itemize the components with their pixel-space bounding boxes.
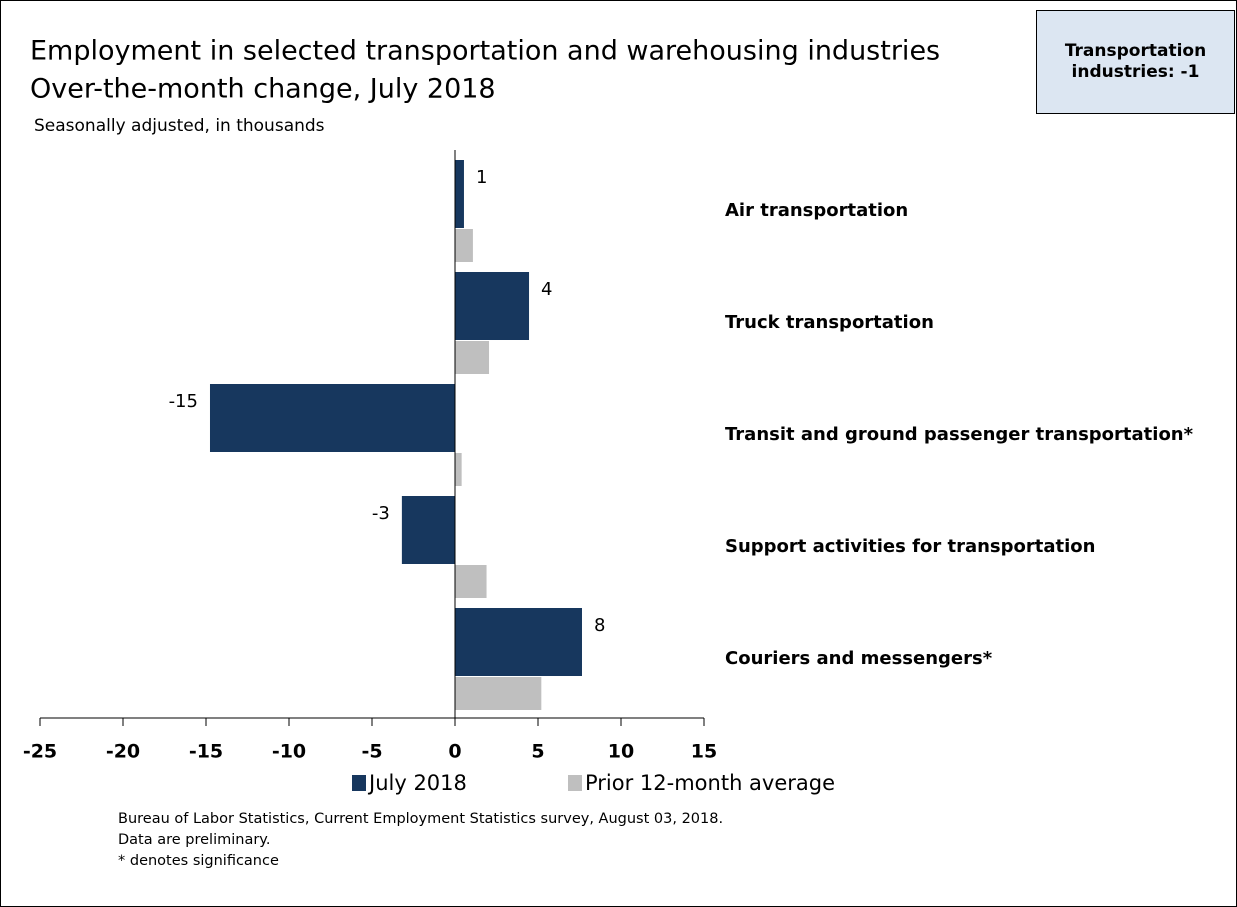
data-label: 8 — [594, 615, 605, 636]
legend-swatch — [568, 775, 582, 791]
bar — [209, 384, 455, 452]
bar — [455, 677, 542, 710]
chart-title: Employment in selected transportation an… — [30, 36, 940, 67]
bar — [455, 272, 530, 340]
data-label: 1 — [476, 167, 487, 188]
source-note: Data are preliminary. — [118, 832, 270, 848]
legend-swatch — [352, 775, 366, 791]
annotation-box: Transportation industries: -1 — [1036, 10, 1235, 114]
x-tick-label: 5 — [531, 741, 544, 763]
x-tick-label: -10 — [272, 741, 306, 763]
legend-label: July 2018 — [367, 771, 467, 795]
x-tick-label: -15 — [189, 741, 223, 763]
x-tick-label: 15 — [691, 741, 717, 763]
bar — [401, 496, 455, 564]
x-tick-label: -25 — [23, 741, 57, 763]
bar — [455, 453, 462, 486]
chart-note: Seasonally adjusted, in thousands — [34, 116, 325, 136]
data-label: 4 — [541, 279, 552, 300]
bar — [455, 341, 490, 374]
source-note: Bureau of Labor Statistics, Current Empl… — [118, 811, 723, 827]
bar — [455, 160, 464, 228]
data-label: -15 — [169, 391, 198, 412]
x-tick-label: 0 — [448, 741, 461, 763]
x-tick-label: -20 — [106, 741, 140, 763]
category-label: Air transportation — [725, 200, 908, 221]
category-label: Support activities for transportation — [725, 536, 1095, 557]
category-label: Couriers and messengers* — [725, 648, 993, 669]
x-tick-label: -5 — [361, 741, 382, 763]
bar — [455, 608, 582, 676]
chart-subtitle: Over-the-month change, July 2018 — [30, 74, 496, 105]
bar — [455, 229, 473, 262]
legend-label: Prior 12-month average — [585, 771, 835, 795]
category-label: Truck transportation — [725, 312, 934, 333]
source-note: * denotes significance — [118, 853, 279, 869]
category-label: Transit and ground passenger transportat… — [725, 424, 1194, 445]
data-label: -3 — [372, 503, 390, 524]
x-tick-label: 10 — [608, 741, 634, 763]
bar — [455, 565, 487, 598]
